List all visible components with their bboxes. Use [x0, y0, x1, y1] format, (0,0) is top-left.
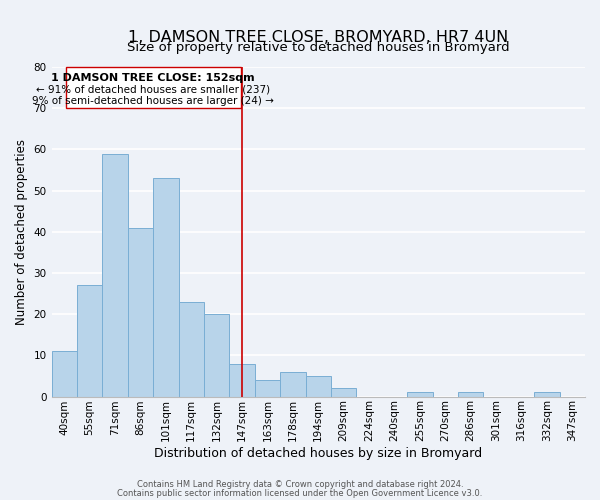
Text: ← 91% of detached houses are smaller (237): ← 91% of detached houses are smaller (23…	[36, 84, 270, 94]
Bar	[128, 228, 153, 396]
Bar	[458, 392, 484, 396]
Bar	[77, 286, 103, 397]
Bar	[229, 364, 255, 396]
Y-axis label: Number of detached properties: Number of detached properties	[15, 139, 28, 325]
Bar	[204, 314, 229, 396]
Title: 1, DAMSON TREE CLOSE, BROMYARD, HR7 4UN: 1, DAMSON TREE CLOSE, BROMYARD, HR7 4UN	[128, 30, 508, 45]
Bar	[103, 154, 128, 396]
Text: Contains public sector information licensed under the Open Government Licence v3: Contains public sector information licen…	[118, 488, 482, 498]
Text: 1 DAMSON TREE CLOSE: 152sqm: 1 DAMSON TREE CLOSE: 152sqm	[52, 73, 255, 83]
Bar	[331, 388, 356, 396]
Bar	[280, 372, 305, 396]
Text: 9% of semi-detached houses are larger (24) →: 9% of semi-detached houses are larger (2…	[32, 96, 274, 106]
Bar	[305, 376, 331, 396]
X-axis label: Distribution of detached houses by size in Bromyard: Distribution of detached houses by size …	[154, 447, 482, 460]
Bar	[407, 392, 433, 396]
Text: Contains HM Land Registry data © Crown copyright and database right 2024.: Contains HM Land Registry data © Crown c…	[137, 480, 463, 489]
FancyBboxPatch shape	[65, 67, 241, 108]
Bar	[534, 392, 560, 396]
Bar	[52, 351, 77, 397]
Bar	[153, 178, 179, 396]
Bar	[179, 302, 204, 396]
Text: Size of property relative to detached houses in Bromyard: Size of property relative to detached ho…	[127, 41, 509, 54]
Bar	[255, 380, 280, 396]
